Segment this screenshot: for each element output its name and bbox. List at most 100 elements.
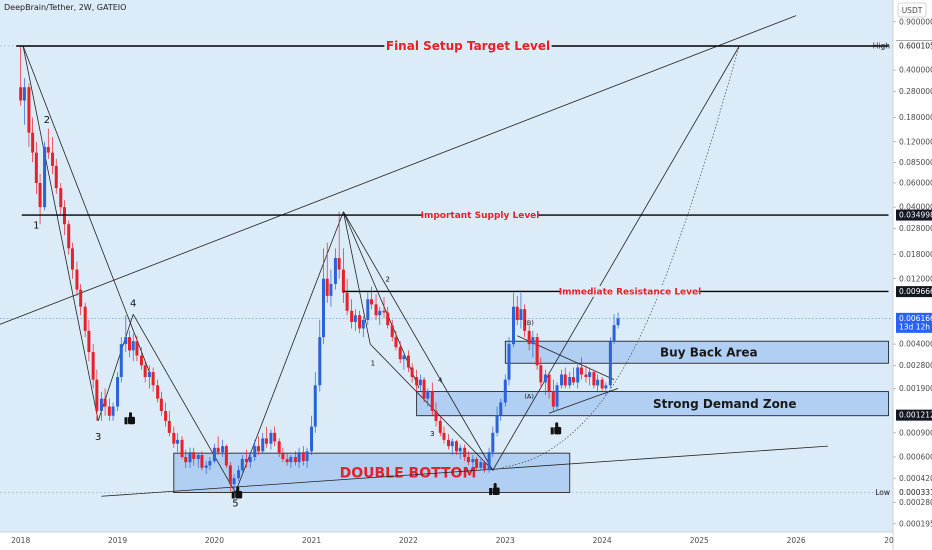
price-tag-5: 0.001212: [896, 409, 932, 421]
candle-34: [156, 379, 160, 403]
candle-body: [547, 374, 551, 392]
candle-body: [329, 283, 333, 296]
candle-body: [612, 325, 616, 342]
candle-body: [560, 374, 564, 386]
level-label-2: Immediate Resistance Level: [559, 288, 701, 298]
candle-body: [305, 451, 309, 462]
x-tick-label-6: 2024: [593, 536, 612, 545]
candle-body: [245, 458, 249, 463]
candle-0: [19, 46, 23, 106]
time-axis-panel: [0, 532, 893, 550]
candle-32: [147, 365, 151, 389]
candle-96: [406, 350, 410, 373]
x-tick-label-2: 2020: [205, 536, 224, 545]
price-tag-3: 0.009666: [896, 286, 932, 298]
candle-body: [172, 432, 176, 444]
thumb-fist: [492, 487, 500, 496]
candle-4: [34, 141, 38, 194]
candle-13: [70, 242, 74, 279]
candle-body: [204, 465, 208, 468]
y-tick-label-9: 0.018000: [899, 250, 932, 259]
candle-body: [592, 372, 596, 386]
candle-30: [139, 347, 143, 370]
candle-20: [99, 391, 103, 421]
candle-body: [75, 269, 79, 290]
candle-body: [67, 224, 71, 249]
candle-body: [479, 462, 483, 468]
y-tick-label-0: 0.900000: [899, 17, 932, 26]
x-tick-label-5: 2023: [496, 536, 515, 545]
candle-142: [592, 369, 596, 389]
candle-82: [350, 299, 354, 329]
candle-body: [535, 337, 539, 366]
candle-44: [196, 452, 200, 468]
candle-body: [151, 372, 155, 386]
candle-body: [119, 344, 123, 378]
candle-body: [358, 315, 362, 329]
candle-body: [240, 458, 244, 471]
candle-body: [555, 385, 559, 407]
candle-146: [608, 337, 612, 389]
candle-59: [256, 436, 260, 456]
candle-45: [200, 451, 204, 471]
candle-37: [167, 410, 171, 437]
candle-106: [446, 434, 450, 450]
candle-15: [79, 283, 83, 316]
candle-51: [224, 444, 228, 468]
trend-line-5: [343, 211, 371, 345]
trend-line-9: [492, 45, 740, 471]
candle-body: [269, 432, 273, 444]
candle-body: [99, 398, 103, 411]
x-tick-label-7: 2025: [690, 536, 709, 545]
price-tag-text: 0.034998: [899, 211, 932, 220]
candle-body: [422, 379, 426, 399]
candle-94: [398, 341, 402, 364]
candle-35: [159, 391, 163, 416]
candle-12: [67, 220, 71, 255]
candle-body: [471, 458, 475, 463]
candle-body: [216, 447, 220, 453]
candle-body: [54, 165, 58, 189]
candle-body: [466, 456, 470, 463]
candle-body: [196, 455, 200, 459]
candle-48: [212, 443, 216, 464]
candle-body: [22, 87, 26, 101]
candle-19: [95, 369, 99, 421]
candle-body: [124, 337, 128, 345]
candle-126: [527, 325, 531, 351]
price-tag-2: 0.034998: [896, 209, 932, 221]
candle-144: [600, 377, 604, 392]
price-axis-panel: [893, 0, 932, 550]
thumb-cuff: [124, 417, 128, 425]
candle-43: [192, 447, 196, 466]
wave-label-2: 3: [95, 432, 101, 443]
candle-115: [483, 461, 487, 473]
candle-body: [616, 318, 620, 326]
candle-21: [103, 388, 107, 416]
currency-badge[interactable]: USDT: [897, 2, 927, 18]
candle-111: [466, 451, 470, 466]
candle-body: [386, 312, 390, 326]
candle-body: [83, 306, 87, 331]
candle-body: [277, 441, 281, 454]
candle-body: [370, 299, 374, 305]
candle-105: [442, 426, 446, 444]
candle-body: [59, 188, 63, 208]
candle-25: [119, 337, 123, 383]
candle-97: [410, 363, 414, 383]
zone-1: [416, 391, 889, 417]
chart-title: DeepBrain/Tether, 2W, GATEIO: [4, 3, 126, 12]
candle-109: [458, 444, 462, 459]
candle-body: [576, 367, 580, 383]
candle-87: [370, 286, 374, 310]
candle-body: [491, 432, 495, 453]
thumb-fist: [235, 491, 243, 499]
level-label-0: Final Setup Target Level: [386, 39, 550, 53]
candle-104: [438, 415, 442, 437]
candle-body: [406, 355, 410, 368]
candle-body: [289, 456, 293, 463]
candle-86: [366, 292, 370, 326]
candle-body: [38, 182, 42, 208]
